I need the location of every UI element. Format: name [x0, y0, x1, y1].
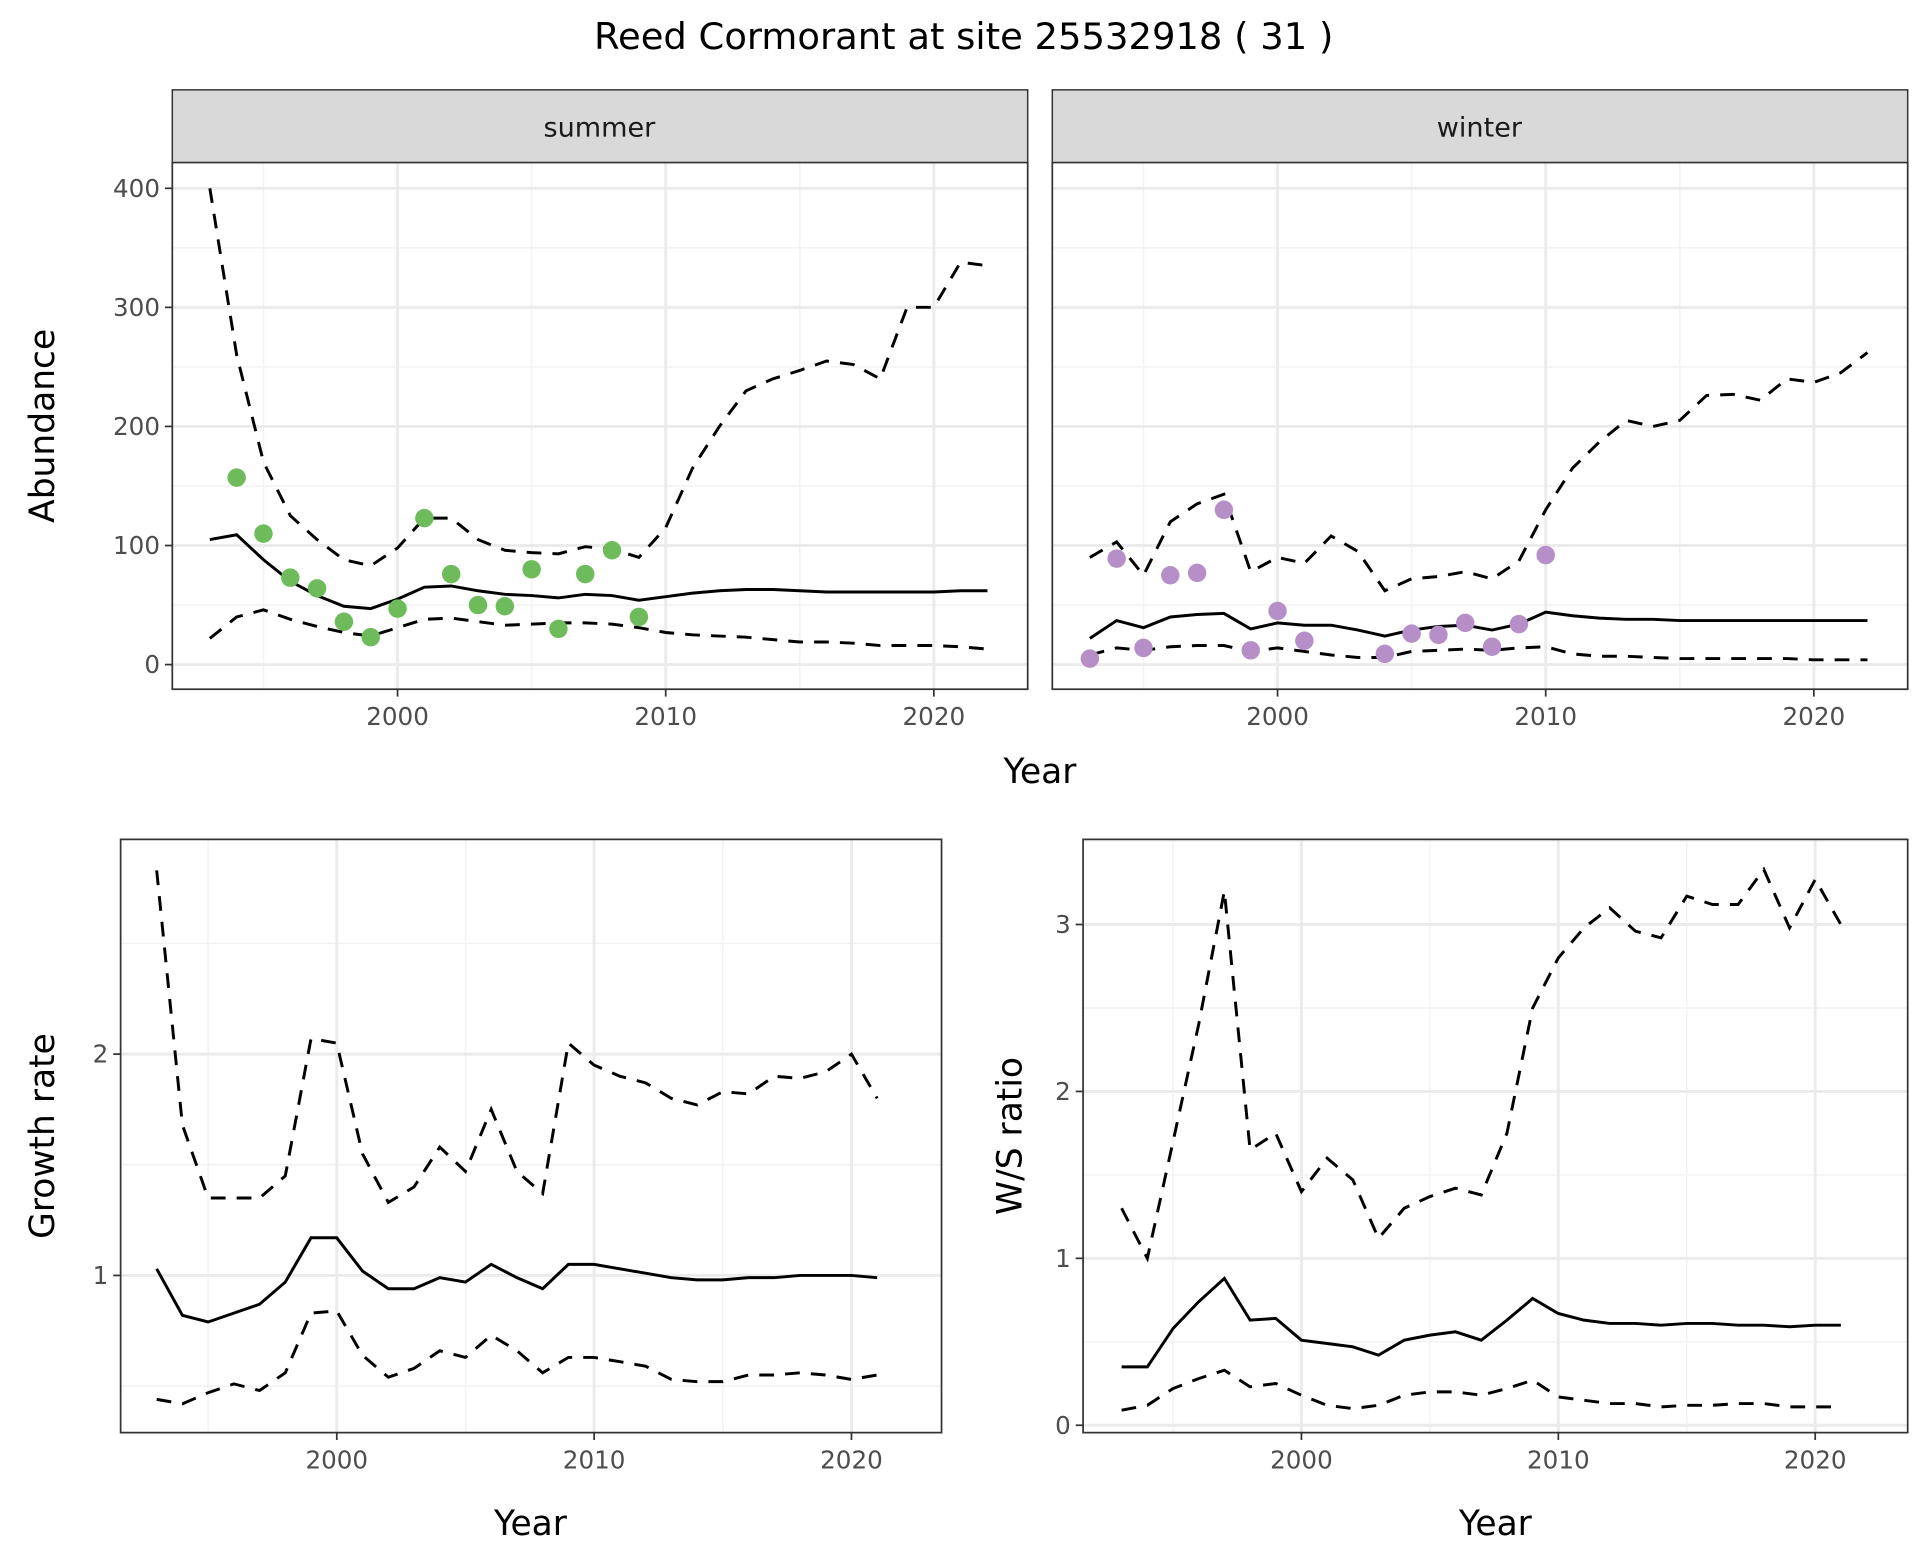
panel-ws-ratio: 2000 2010 2020 0 1 2 3	[1055, 838, 1909, 1474]
observed-count-point	[629, 607, 649, 627]
observed-count-point	[576, 564, 595, 584]
observed-count-point	[307, 579, 327, 598]
observed-count-point	[254, 524, 273, 543]
x-tick-label: 2000	[1246, 702, 1309, 731]
panel-winter: 2000 2010 2020	[1051, 161, 1909, 731]
panel-border	[119, 838, 943, 1434]
observed-count-point	[1268, 601, 1287, 621]
y-tick-label: 0	[144, 650, 160, 679]
observed-count-point	[1161, 566, 1180, 585]
observed-count-point	[334, 612, 354, 631]
top-y-axis-title: Abundance	[23, 329, 63, 523]
x-tick-label: 2010	[1514, 702, 1577, 731]
x-tick-label: 2020	[820, 1445, 883, 1474]
x-tick-label: 2020	[1783, 702, 1846, 731]
y-tick-label: 300	[113, 293, 160, 322]
upper-bound-line	[1120, 866, 1843, 1263]
growth-y-axis-title: Growth rate	[23, 1033, 63, 1239]
ratio-x-axis-title: Year	[1458, 1504, 1533, 1544]
x-tick-label: 2000	[305, 1445, 368, 1474]
y-tick-label: 3	[1055, 910, 1071, 939]
mean-line	[155, 1236, 878, 1324]
panel-border	[1082, 838, 1909, 1434]
observed-count-point	[1080, 649, 1100, 668]
observed-count-point	[1536, 545, 1555, 565]
x-tick-label: 2000	[1270, 1445, 1333, 1474]
observed-count-point	[1241, 641, 1260, 660]
strip-winter-label: winter	[1437, 113, 1523, 144]
strip-summer-label: summer	[544, 113, 657, 144]
observed-count-point	[1134, 638, 1153, 658]
plot-background	[120, 839, 942, 1433]
y-tick-label: 2	[1055, 1077, 1071, 1106]
x-tick-label: 2020	[903, 702, 966, 731]
lower-bound-line	[208, 608, 988, 651]
observed-count-point	[1214, 500, 1234, 520]
y-tick-label: 1	[1055, 1244, 1071, 1273]
y-tick-label: 100	[113, 531, 160, 560]
observed-count-point	[1187, 563, 1207, 583]
observed-count-point	[1429, 625, 1448, 645]
ratio-y-axis-title: W/S ratio	[991, 1057, 1031, 1215]
observed-count-point	[1482, 637, 1502, 656]
observed-count-point	[549, 619, 568, 639]
panel-growth-rate: 2000 2010 2020 1 2	[93, 838, 943, 1474]
observed-count-point	[361, 627, 380, 647]
observed-count-point	[388, 599, 407, 618]
strip-winter-bg	[1051, 89, 1909, 164]
x-tick-label: 2000	[366, 702, 429, 731]
x-tick-label: 2020	[1784, 1445, 1847, 1474]
y-tick-label: 400	[113, 174, 160, 203]
panel-summer: 2000 2010 2020 0 100 200 300 400	[113, 161, 1029, 731]
observed-count-point	[227, 468, 246, 487]
figure-title: Reed Cormorant at site 25532918 ( 31 )	[594, 15, 1333, 58]
y-tick-label: 2	[93, 1040, 109, 1069]
x-tick-label: 2010	[634, 702, 697, 731]
observed-count-point	[1295, 631, 1314, 650]
upper-bound-line	[1089, 351, 1869, 593]
observed-count-point	[415, 508, 434, 528]
observed-count-point	[1509, 614, 1529, 634]
observed-count-point	[522, 560, 541, 579]
growth-x-axis-title: Year	[493, 1504, 568, 1544]
lower-bound-line	[1089, 644, 1868, 662]
observed-count-point	[495, 597, 515, 616]
observed-count-point	[468, 595, 488, 615]
observed-count-point	[281, 568, 300, 587]
x-tick-label: 2010	[563, 1445, 626, 1474]
strip-summer-bg	[171, 89, 1029, 164]
y-tick-label: 0	[1055, 1411, 1071, 1440]
observed-count-point	[602, 541, 622, 560]
mean-line	[209, 533, 988, 611]
lower-bound-line	[1121, 1368, 1841, 1412]
observed-count-point	[1402, 624, 1421, 643]
observed-count-point	[1375, 644, 1395, 664]
observed-count-point	[1456, 613, 1475, 633]
x-tick-label: 2010	[1527, 1445, 1590, 1474]
upper-bound-line	[155, 870, 879, 1205]
plot-background	[1083, 839, 1908, 1433]
y-tick-label: 200	[113, 412, 160, 441]
observed-count-point	[1107, 549, 1126, 568]
mean-line	[1089, 610, 1868, 640]
y-tick-label: 1	[93, 1261, 109, 1290]
top-x-axis-title: Year	[1003, 752, 1078, 792]
mean-line	[1121, 1276, 1841, 1369]
observed-count-point	[441, 564, 461, 584]
